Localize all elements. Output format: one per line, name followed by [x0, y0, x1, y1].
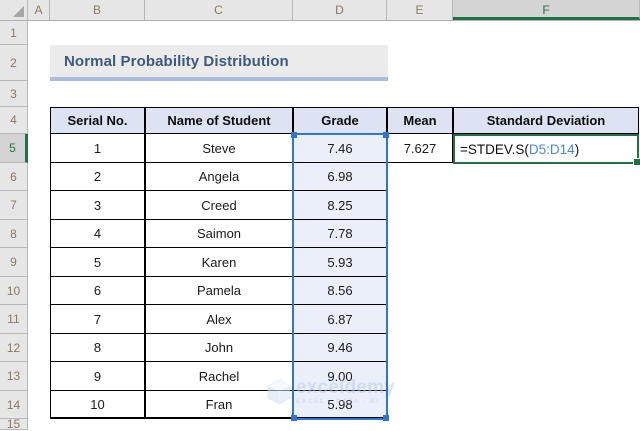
table-row[interactable]: 9.00 — [293, 362, 387, 391]
table-row[interactable]: 8 — [50, 334, 145, 362]
table-row[interactable]: Steve — [145, 134, 293, 163]
table-row[interactable]: 7 — [50, 305, 145, 334]
mean-value-cell[interactable]: 7.627 — [387, 134, 453, 163]
formula-range-reference: D5:D14 — [528, 141, 575, 157]
table-header-standard-deviation: Standard Deviation — [453, 107, 639, 134]
table-row[interactable]: 5 — [50, 248, 145, 277]
table-row[interactable]: 5.98 — [293, 391, 387, 419]
table-row[interactable]: 2 — [50, 163, 145, 191]
column-header-b[interactable]: B — [50, 0, 145, 20]
row-header-7[interactable]: 7 — [0, 191, 28, 220]
table-row[interactable]: Fran — [145, 391, 293, 419]
table-row[interactable]: 3 — [50, 191, 145, 220]
table-row[interactable]: 1 — [50, 134, 145, 163]
column-header-d[interactable]: D — [293, 0, 387, 20]
table-row[interactable]: 7.46 — [293, 134, 387, 163]
table-row[interactable]: 5.93 — [293, 248, 387, 277]
table-row[interactable]: 8.56 — [293, 277, 387, 305]
table-row[interactable]: 4 — [50, 220, 145, 248]
select-all-corner[interactable] — [0, 0, 28, 21]
row-header-12[interactable]: 12 — [0, 334, 28, 362]
row-header-4[interactable]: 4 — [0, 107, 28, 134]
table-row[interactable]: 10 — [50, 391, 145, 419]
table-row[interactable]: Pamela — [145, 277, 293, 305]
fill-handle[interactable] — [633, 158, 640, 166]
table-row[interactable]: Saimon — [145, 220, 293, 248]
row-header-1[interactable]: 1 — [0, 21, 28, 45]
row-header-3[interactable]: 3 — [0, 81, 28, 107]
row-header-2[interactable]: 2 — [0, 45, 28, 81]
row-header-5[interactable]: 5 — [0, 134, 28, 163]
table-row[interactable]: Alex — [145, 305, 293, 334]
formula-suffix: ) — [574, 141, 580, 157]
sheet-title-cell[interactable]: Normal Probability Distribution — [50, 45, 388, 81]
formula-prefix: =STDEV.S( — [460, 141, 529, 157]
select-all-triangle-icon — [13, 6, 24, 17]
table-header-mean: Mean — [387, 107, 453, 134]
table-row[interactable]: Karen — [145, 248, 293, 277]
active-cell-f5-formula-input[interactable]: =STDEV.S(D5:D14) — [453, 134, 639, 164]
table-row[interactable]: 6 — [50, 277, 145, 305]
column-header-e[interactable]: E — [387, 0, 453, 20]
row-header-15[interactable]: 15 — [0, 418, 28, 430]
table-row[interactable]: Angela — [145, 163, 293, 191]
column-header-f[interactable]: F — [453, 0, 640, 20]
column-header-c[interactable]: C — [145, 0, 293, 20]
row-header-14[interactable]: 14 — [0, 391, 28, 419]
table-header-name: Name of Student — [145, 107, 293, 134]
row-header-6[interactable]: 6 — [0, 163, 28, 191]
table-row[interactable]: 6.98 — [293, 163, 387, 191]
row-header-11[interactable]: 11 — [0, 305, 28, 334]
table-row[interactable]: 7.78 — [293, 220, 387, 248]
row-header-8[interactable]: 8 — [0, 220, 28, 248]
table-row[interactable]: Creed — [145, 191, 293, 220]
table-header-grade: Grade — [293, 107, 387, 134]
page-title: Normal Probability Distribution — [64, 52, 289, 70]
row-header-9[interactable]: 9 — [0, 248, 28, 277]
table-row[interactable]: 9.46 — [293, 334, 387, 362]
table-row[interactable]: 9 — [50, 362, 145, 391]
row-header-10[interactable]: 10 — [0, 277, 28, 305]
table-row[interactable]: John — [145, 334, 293, 362]
table-header-serial-no: Serial No. — [50, 107, 145, 134]
column-header-a[interactable]: A — [28, 0, 50, 20]
table-row[interactable]: Rachel — [145, 362, 293, 391]
row-header-13[interactable]: 13 — [0, 362, 28, 391]
table-row[interactable]: 8.25 — [293, 191, 387, 220]
table-row[interactable]: 6.87 — [293, 305, 387, 334]
